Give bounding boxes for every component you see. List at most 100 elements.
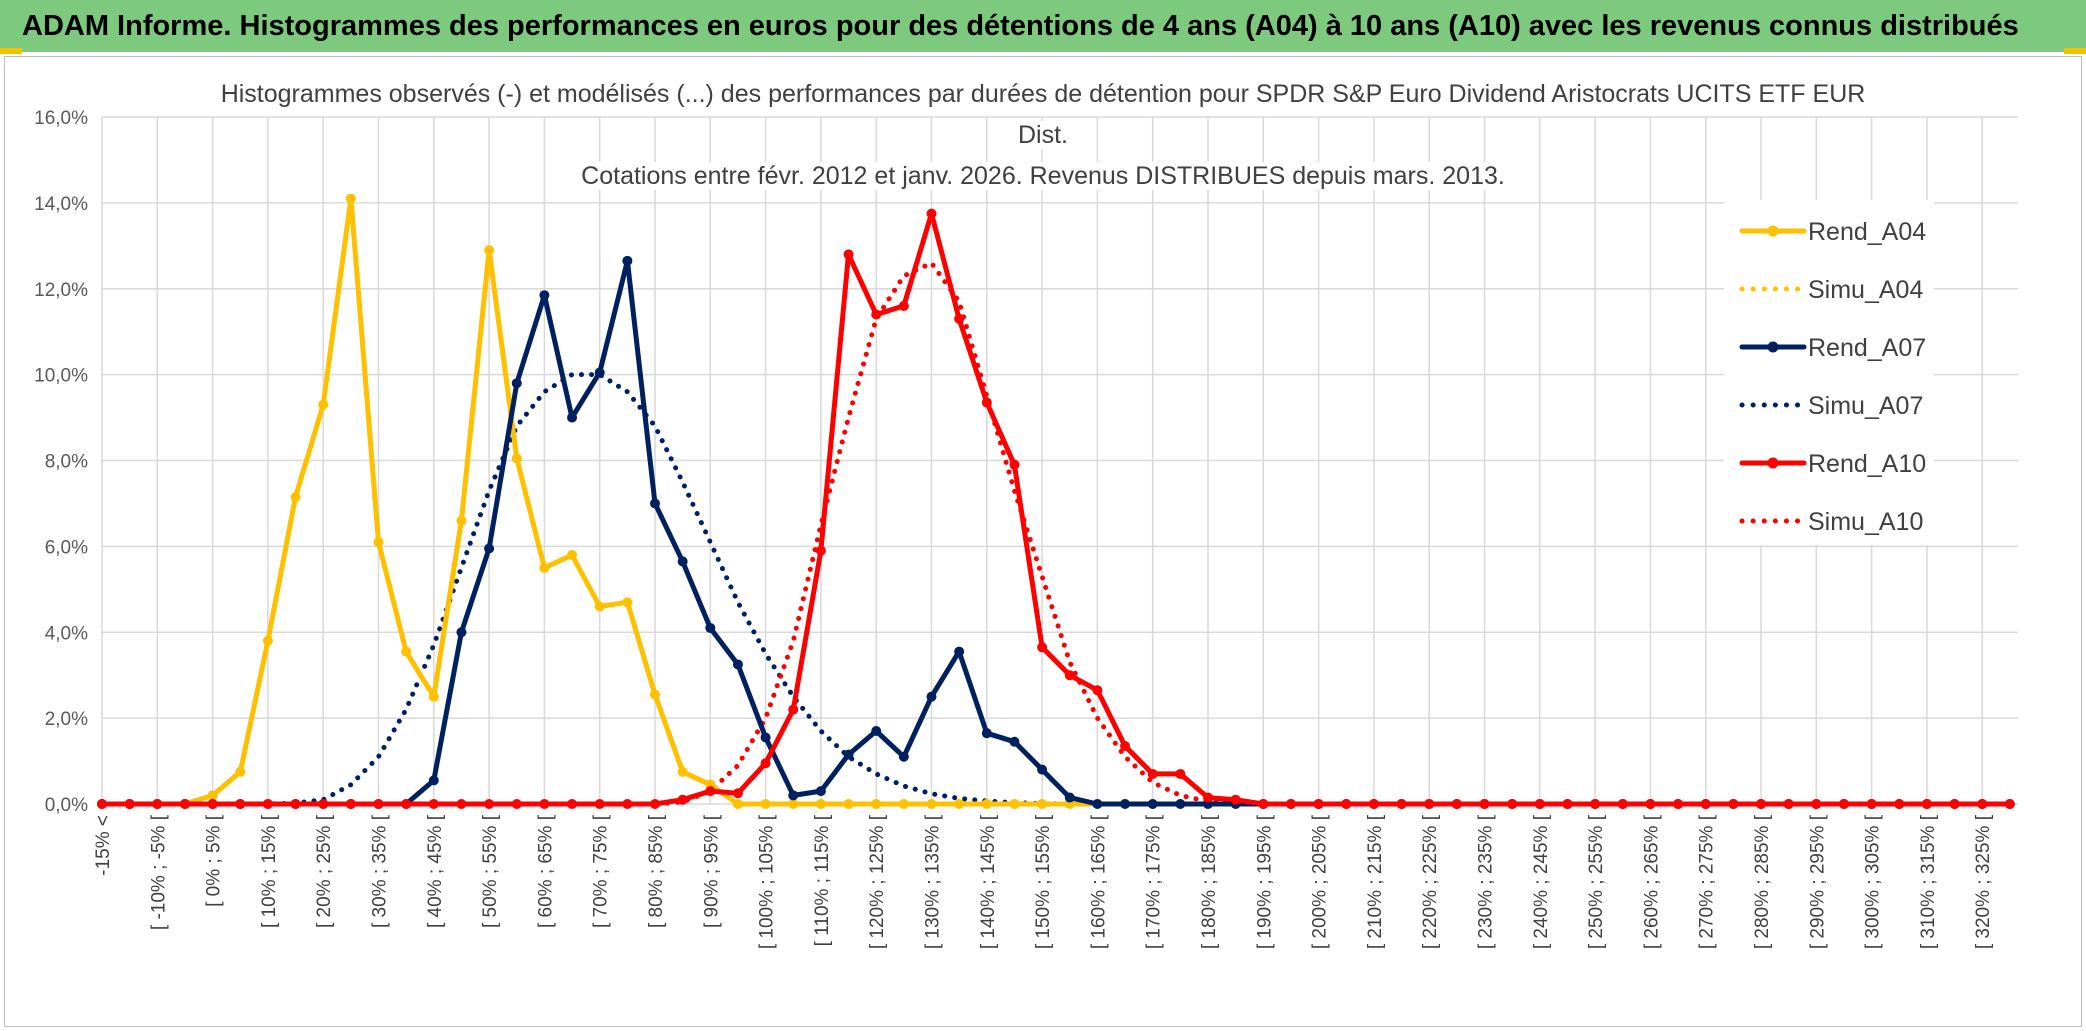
data-point-rend-a10 xyxy=(1479,799,1490,809)
data-point-rend-a10 xyxy=(1009,459,1020,470)
data-point-rend-a04 xyxy=(871,799,882,809)
data-point-rend-a10 xyxy=(1811,799,1822,809)
x-tick-label: [ 20% ; 25% [ xyxy=(314,814,335,928)
data-point-rend-a07 xyxy=(815,786,826,797)
report-title: ADAM Informe. Histogrammes des performan… xyxy=(22,10,2019,42)
data-point-rend-a10 xyxy=(1728,799,1739,809)
data-point-rend-a07 xyxy=(926,691,937,702)
data-point-rend-a10 xyxy=(954,313,965,324)
data-point-rend-a10 xyxy=(1451,799,1462,809)
legend-label-rend-a04: Rend_A04 xyxy=(1808,218,1926,246)
x-tick-label: [ 140% ; 145% [ xyxy=(978,814,999,949)
data-point-rend-a07 xyxy=(677,556,688,567)
y-tick-label: 14,0% xyxy=(34,194,88,215)
data-point-rend-a04 xyxy=(511,453,522,464)
y-tick-label: 2,0% xyxy=(45,709,88,730)
data-point-rend-a07 xyxy=(1147,799,1158,809)
data-point-rend-a04 xyxy=(235,766,246,777)
data-point-rend-a10 xyxy=(318,799,329,809)
data-point-rend-a10 xyxy=(567,799,578,809)
report-banner: ADAM Informe. Histogrammes des performan… xyxy=(0,0,2086,52)
data-point-rend-a07 xyxy=(1092,799,1103,809)
series-line-rend-a07 xyxy=(99,258,2013,807)
data-point-rend-a07 xyxy=(1120,799,1131,809)
y-tick-label: 6,0% xyxy=(45,537,88,558)
data-point-rend-a10 xyxy=(1037,642,1048,653)
x-tick-label: [ 200% ; 205% [ xyxy=(1310,814,1331,949)
data-point-rend-a07 xyxy=(539,290,550,301)
x-tick-label: [ 250% ; 255% [ xyxy=(1586,814,1607,949)
data-point-rend-a10 xyxy=(1341,799,1352,809)
x-tick-label: [ 260% ; 265% [ xyxy=(1641,814,1662,949)
data-point-rend-a07 xyxy=(1064,792,1075,803)
data-point-rend-a04 xyxy=(760,799,771,809)
x-tick-label: [ 230% ; 235% [ xyxy=(1476,814,1497,949)
data-point-rend-a10 xyxy=(1258,799,1269,809)
y-tick-label: 12,0% xyxy=(34,280,88,301)
data-point-rend-a04 xyxy=(1009,799,1020,809)
data-point-rend-a10 xyxy=(1921,799,1932,809)
data-point-rend-a10 xyxy=(207,799,218,809)
data-point-rend-a07 xyxy=(760,732,771,743)
data-point-rend-a10 xyxy=(1534,799,1545,809)
data-point-rend-a07 xyxy=(622,255,633,266)
data-point-rend-a10 xyxy=(1838,799,1849,809)
data-point-rend-a07 xyxy=(484,543,495,554)
data-point-rend-a10 xyxy=(677,794,688,805)
data-point-rend-a04 xyxy=(345,193,356,204)
x-tick-label: [ 290% ; 295% [ xyxy=(1807,814,1828,949)
x-tick-label: [ 280% ; 285% [ xyxy=(1752,814,1773,949)
data-point-rend-a04 xyxy=(373,537,384,548)
x-tick-label: [ 30% ; 35% [ xyxy=(370,814,391,928)
data-point-rend-a10 xyxy=(1147,768,1158,779)
x-tick-label: [ 270% ; 275% [ xyxy=(1697,814,1718,949)
data-point-rend-a04 xyxy=(401,646,412,657)
y-tick-label: 0,0% xyxy=(45,795,88,816)
data-point-rend-a04 xyxy=(262,635,273,646)
x-tick-label: [ -10% ; -5% [ xyxy=(148,814,169,930)
data-point-rend-a04 xyxy=(207,790,218,801)
x-tick-label: [ 130% ; 135% [ xyxy=(923,814,944,949)
data-point-rend-a07 xyxy=(898,751,909,762)
x-tick-label: [ 240% ; 245% [ xyxy=(1531,814,1552,949)
legend-marker-rend-a04 xyxy=(1767,225,1779,237)
legend-marker-rend-a10 xyxy=(1767,457,1779,469)
legend-label-rend-a07: Rend_A07 xyxy=(1808,334,1926,362)
data-point-rend-a10 xyxy=(1866,799,1877,809)
data-point-rend-a04 xyxy=(954,799,965,809)
data-point-rend-a07 xyxy=(732,659,743,670)
x-tick-label: [ 80% ; 85% [ xyxy=(646,814,667,928)
data-point-rend-a10 xyxy=(511,799,522,809)
x-tick-label: -15% < xyxy=(93,815,114,876)
data-point-rend-a07 xyxy=(981,728,992,739)
data-point-rend-a10 xyxy=(650,799,660,809)
data-point-rend-a10 xyxy=(1645,799,1656,809)
data-point-rend-a07 xyxy=(871,726,882,737)
data-point-rend-a10 xyxy=(1203,792,1213,803)
data-point-rend-a10 xyxy=(1673,799,1684,809)
data-point-rend-a10 xyxy=(1894,799,1905,809)
data-point-rend-a10 xyxy=(871,309,882,320)
data-point-rend-a10 xyxy=(1562,799,1573,809)
data-point-rend-a04 xyxy=(677,766,688,777)
data-point-rend-a07 xyxy=(511,378,522,389)
data-point-rend-a10 xyxy=(926,208,937,219)
data-point-rend-a04 xyxy=(650,689,660,700)
y-tick-label: 4,0% xyxy=(45,623,88,644)
x-tick-label: [ 180% ; 185% [ xyxy=(1199,814,1220,949)
data-point-rend-a10 xyxy=(1977,799,1988,809)
data-point-rend-a04 xyxy=(594,601,605,612)
data-point-rend-a07 xyxy=(567,412,578,423)
data-point-rend-a04 xyxy=(484,245,495,256)
data-point-rend-a10 xyxy=(1507,799,1518,809)
series-line-simu-a10 xyxy=(99,260,2013,807)
data-point-rend-a07 xyxy=(843,749,854,760)
data-point-rend-a10 xyxy=(622,799,633,809)
data-point-rend-a07 xyxy=(1175,799,1186,809)
x-tick-label: [ 110% ; 115% [ xyxy=(812,814,833,946)
data-point-rend-a10 xyxy=(1700,799,1711,809)
data-point-rend-a10 xyxy=(1783,799,1794,809)
data-point-rend-a10 xyxy=(1175,768,1186,779)
data-point-rend-a07 xyxy=(1037,764,1048,775)
